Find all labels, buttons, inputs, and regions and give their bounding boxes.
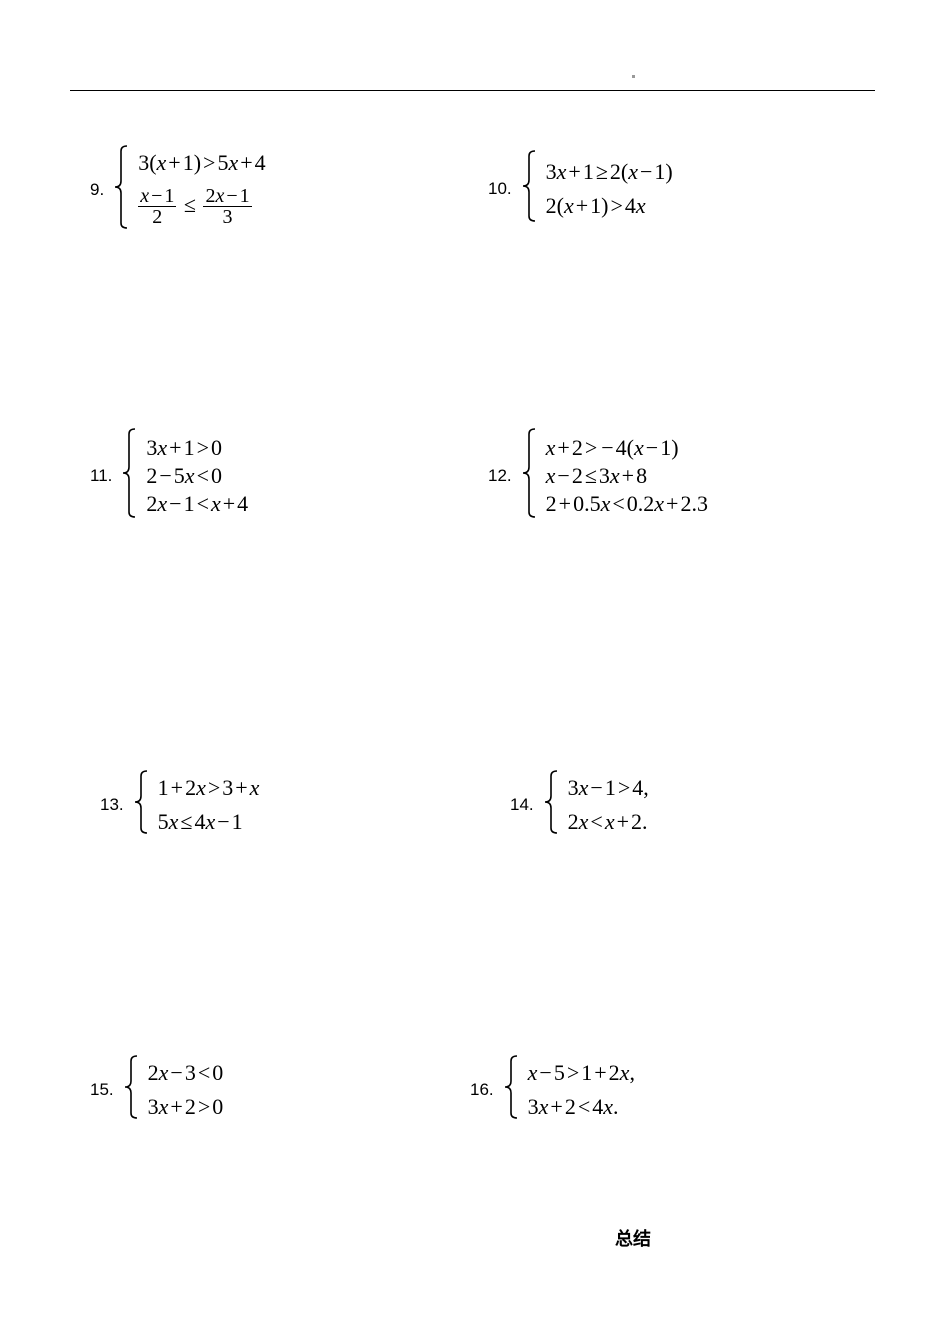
- left-brace-icon: [544, 770, 558, 839]
- equation: 1+2x>3+x: [158, 771, 260, 805]
- problem-number: 13.: [100, 795, 124, 815]
- equation: x−5>1+2x,: [528, 1056, 635, 1090]
- equation-system: x−5>1+2x,3x+2<4x.: [528, 1056, 635, 1124]
- left-brace-icon: [122, 428, 136, 523]
- equation-system: 3x+1≥2(x−1)2(x+1)>4x: [546, 155, 673, 223]
- equation-system: 3x+1>02−5x<02x−1<x+4: [146, 434, 248, 518]
- left-brace-icon: [504, 1055, 518, 1124]
- header-mark: [632, 75, 635, 78]
- equation-system: 3x−1>4,2x<x+2.: [568, 771, 649, 839]
- problem-p13: 13. 1+2x>3+x5x≤4x−1: [100, 770, 259, 839]
- header-rule: [70, 90, 875, 91]
- problem-number: 15.: [90, 1080, 114, 1100]
- equation: x+2>−4(x−1): [546, 434, 708, 462]
- problem-number: 14.: [510, 795, 534, 815]
- left-brace-icon: [124, 1055, 138, 1124]
- problem-p12: 12. x+2>−4(x−1)x−2≤3x+82+0.5x<0.2x+2.3: [488, 428, 708, 523]
- problem-p14: 14. 3x−1>4,2x<x+2.: [510, 770, 649, 839]
- problem-p10: 10. 3x+1≥2(x−1)2(x+1)>4x: [488, 150, 673, 227]
- equation: 2(x+1)>4x: [546, 189, 673, 223]
- equation: 3x+1≥2(x−1): [546, 155, 673, 189]
- equation: 2x−1<x+4: [146, 490, 248, 518]
- equation: 3x+2>0: [148, 1090, 224, 1124]
- equation: 2x<x+2.: [568, 805, 649, 839]
- equation: x−12 ≤ 2x−13: [138, 180, 265, 233]
- left-brace-icon: [134, 770, 148, 839]
- equation-system: 1+2x>3+x5x≤4x−1: [158, 771, 260, 839]
- equation: x−2≤3x+8: [546, 462, 708, 490]
- equation: 2+0.5x<0.2x+2.3: [546, 490, 708, 518]
- left-brace-icon: [522, 150, 536, 227]
- equation: 2x−3<0: [148, 1056, 224, 1090]
- equation-system: 3(x+1)>5x+4 x−12 ≤ 2x−13: [138, 146, 265, 233]
- equation: 3(x+1)>5x+4: [138, 146, 265, 180]
- equation-system: 2x−3<03x+2>0: [148, 1056, 224, 1124]
- problem-p16: 16. x−5>1+2x,3x+2<4x.: [470, 1055, 635, 1124]
- problem-p9: 9. 3(x+1)>5x+4 x−12 ≤ 2x−13: [90, 145, 266, 234]
- problem-p11: 11. 3x+1>02−5x<02x−1<x+4: [90, 428, 248, 523]
- problem-number: 12.: [488, 466, 512, 486]
- left-brace-icon: [522, 428, 536, 523]
- problem-number: 9.: [90, 180, 104, 200]
- equation: 5x≤4x−1: [158, 805, 260, 839]
- footer-label: 总结: [615, 1225, 651, 1251]
- problem-number: 11.: [90, 466, 112, 486]
- equation: 3x+1>0: [146, 434, 248, 462]
- equation: 2−5x<0: [146, 462, 248, 490]
- problem-p15: 15. 2x−3<03x+2>0: [90, 1055, 223, 1124]
- equation: 3x−1>4,: [568, 771, 649, 805]
- problem-number: 10.: [488, 179, 512, 199]
- equation-system: x+2>−4(x−1)x−2≤3x+82+0.5x<0.2x+2.3: [546, 434, 708, 518]
- equation: 3x+2<4x.: [528, 1090, 635, 1124]
- problem-number: 16.: [470, 1080, 494, 1100]
- left-brace-icon: [114, 145, 128, 234]
